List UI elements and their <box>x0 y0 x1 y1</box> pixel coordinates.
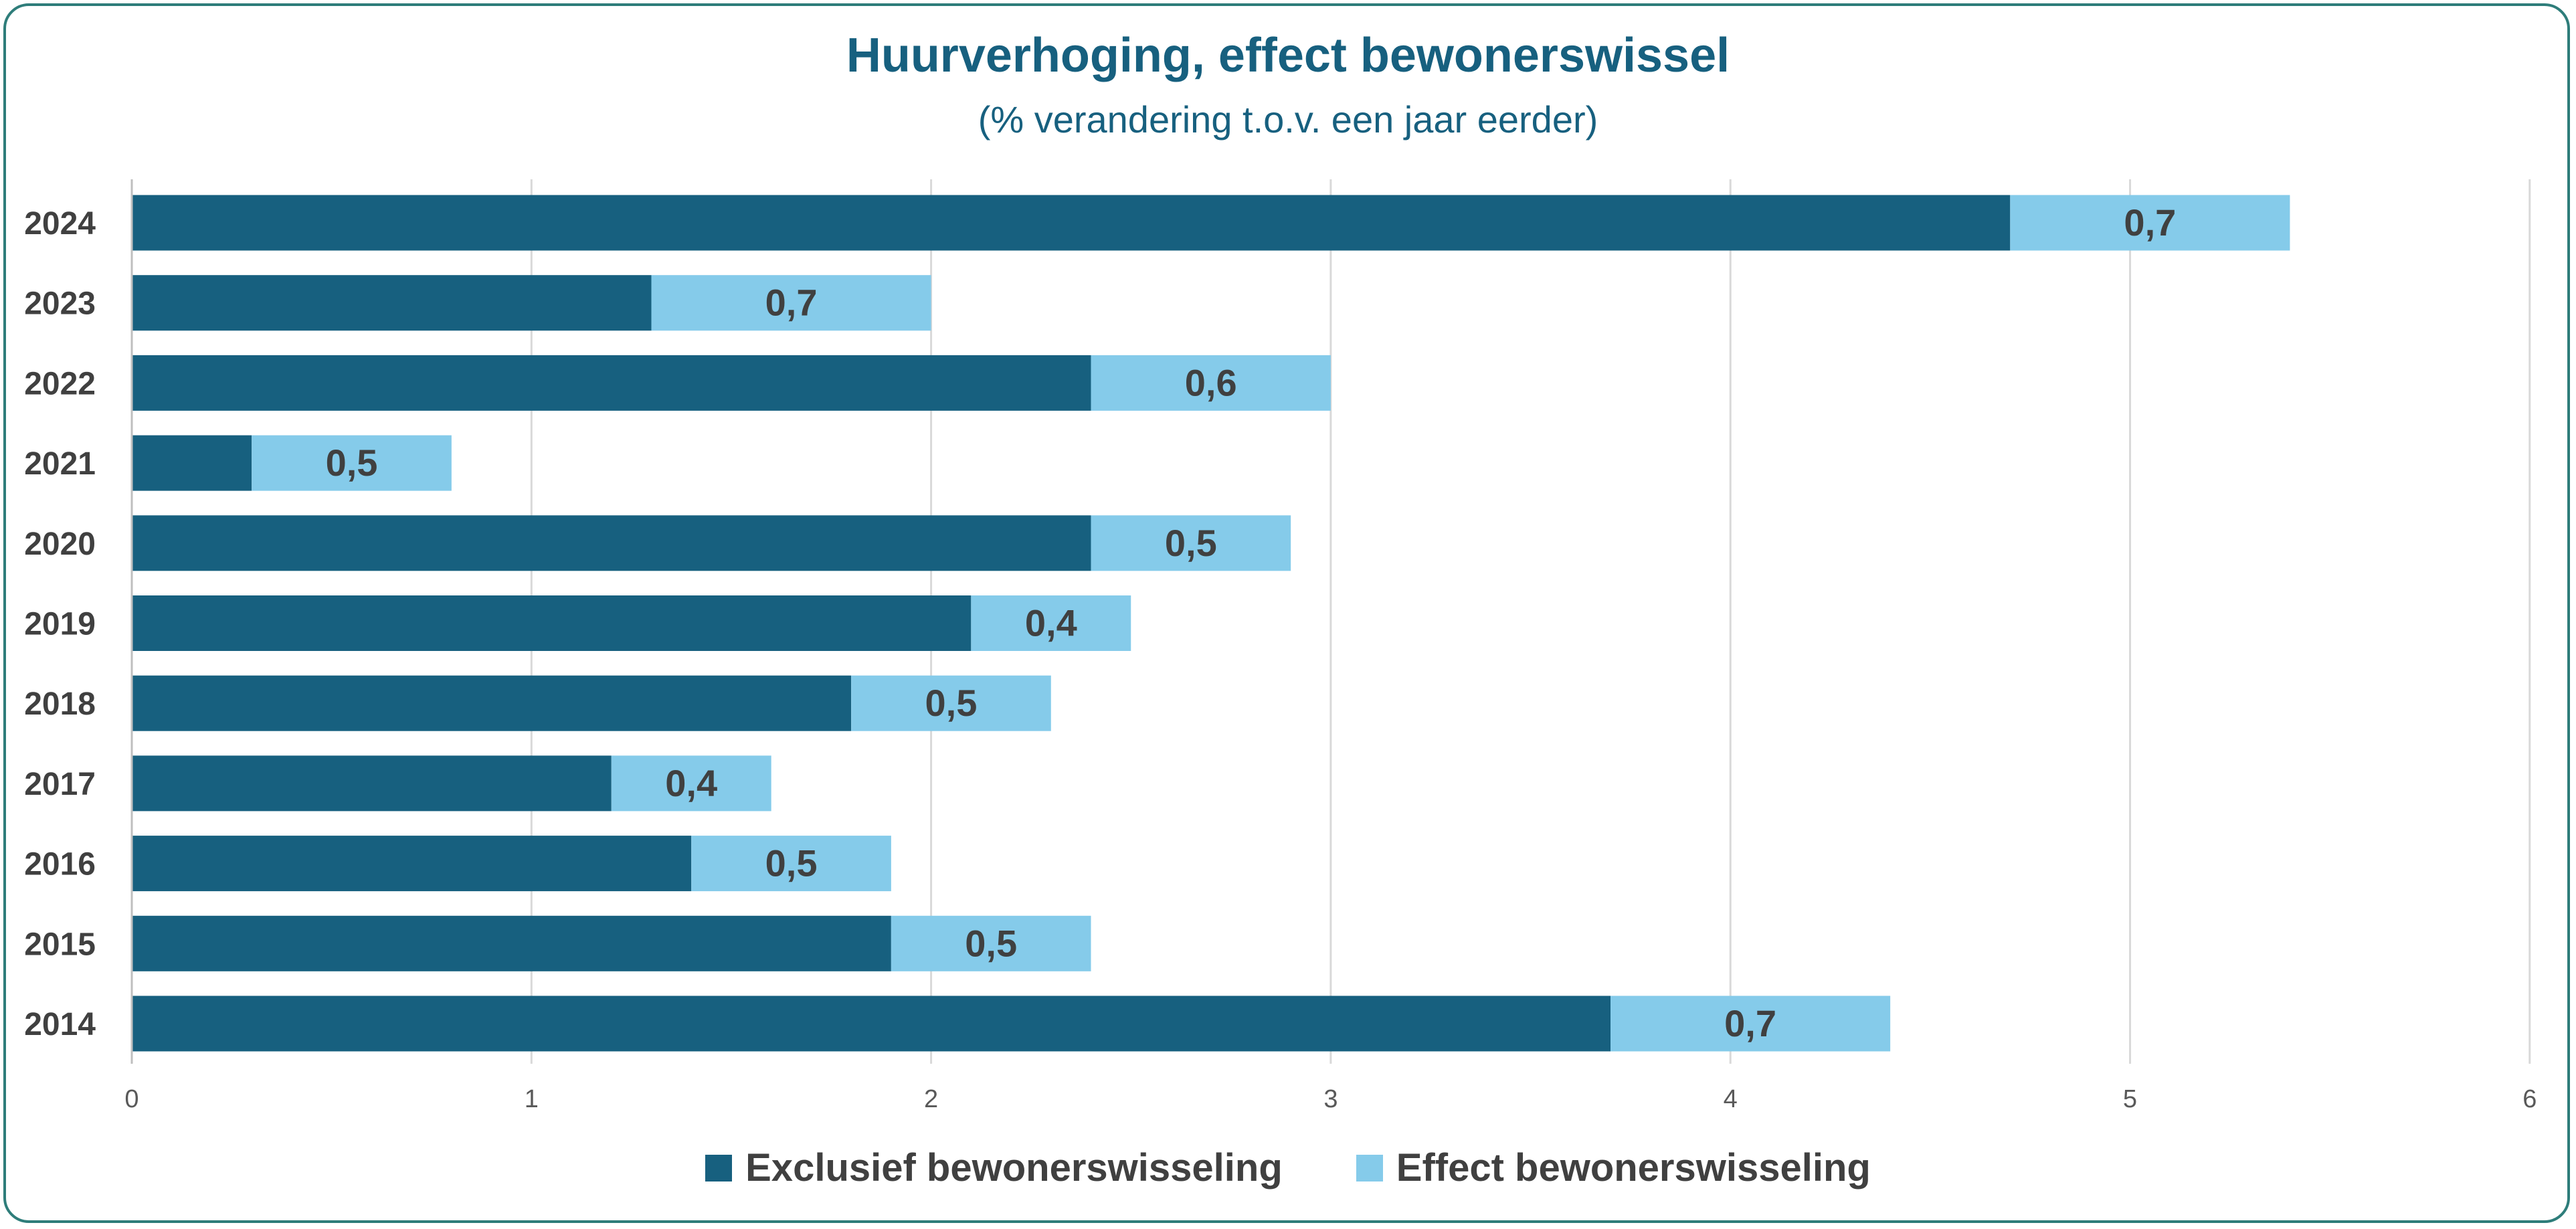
data-label-effect: 0,4 <box>665 762 717 804</box>
y-category-label: 2024 <box>24 206 96 242</box>
legend-swatch-effect <box>1356 1154 1383 1181</box>
legend-label-effect: Effect bewonerswisseling <box>1396 1146 1871 1190</box>
bar-effect <box>691 836 891 892</box>
y-category-label: 2020 <box>24 527 96 562</box>
y-category-label: 2014 <box>24 1007 96 1042</box>
bar-effect <box>1611 996 1891 1052</box>
bar-exclusief <box>132 195 2011 251</box>
bar-effect <box>2010 195 2290 251</box>
bar-exclusief <box>132 915 891 971</box>
bar-exclusief <box>132 755 612 812</box>
y-category-label: 2021 <box>24 446 96 482</box>
data-label-effect: 0,5 <box>925 682 978 724</box>
x-tick-label: 3 <box>1323 1085 1338 1113</box>
bar-chart: 0 1 2 3 4 5 6 0,7 2024 0,7 2023 0,6 2022 0,5 2021 0,5 20… <box>24 179 2537 1113</box>
x-tick-label: 6 <box>2522 1085 2537 1113</box>
data-label-effect: 0,7 <box>1724 1002 1776 1044</box>
bar-exclusief <box>132 675 852 731</box>
x-tick-label: 0 <box>124 1085 139 1113</box>
chart-subtitle: (% verandering t.o.v. een jaar eerder) <box>978 98 1598 140</box>
legend-label-exclusief: Exclusief bewonerswisseling <box>745 1146 1283 1190</box>
legend-swatch-exclusief <box>705 1154 733 1181</box>
y-category-label: 2016 <box>24 847 96 882</box>
data-label-effect: 0,5 <box>965 922 1017 964</box>
bar-exclusief <box>132 515 1091 571</box>
bar-exclusief <box>132 996 1611 1052</box>
x-tick-label: 5 <box>2123 1085 2137 1113</box>
bar-effect <box>252 435 452 491</box>
data-label-effect: 0,4 <box>1025 602 1077 644</box>
y-category-label: 2015 <box>24 927 96 962</box>
x-tick-label: 4 <box>1724 1085 1738 1113</box>
bar-exclusief <box>132 435 252 491</box>
legend-item-effect: Effect bewonerswisseling <box>1356 1145 1871 1190</box>
data-label-effect: 0,5 <box>765 842 818 884</box>
x-tick-label: 1 <box>525 1085 539 1113</box>
bar-effect <box>851 675 1051 731</box>
y-category-label: 2022 <box>24 366 96 401</box>
data-label-effect: 0,6 <box>1185 361 1237 403</box>
y-category-label: 2018 <box>24 686 96 722</box>
bar-effect <box>891 915 1091 971</box>
bar-exclusief <box>132 275 652 331</box>
y-category-label: 2017 <box>24 767 96 802</box>
y-category-label: 2019 <box>24 607 96 642</box>
bar-exclusief <box>132 355 1091 411</box>
legend-item-exclusief: Exclusief bewonerswisseling <box>705 1145 1283 1190</box>
chart-title: Huurverhoging, effect bewonerswissel <box>846 29 1730 82</box>
data-label-effect: 0,5 <box>326 442 378 484</box>
bar-effect <box>611 755 771 812</box>
legend: Exclusief bewonerswisseling Effect bewon… <box>0 1145 2576 1190</box>
data-label-effect: 0,7 <box>2124 201 2176 244</box>
bar-effect <box>1091 355 1331 411</box>
x-tick-label: 2 <box>924 1085 938 1113</box>
bar-exclusief <box>132 595 972 651</box>
bar-effect <box>1091 515 1291 571</box>
bar-exclusief <box>132 836 692 892</box>
data-label-effect: 0,7 <box>765 282 818 324</box>
y-category-label: 2023 <box>24 286 96 322</box>
bar-effect <box>651 275 931 331</box>
bar-effect <box>971 595 1131 651</box>
data-label-effect: 0,5 <box>1165 522 1217 564</box>
